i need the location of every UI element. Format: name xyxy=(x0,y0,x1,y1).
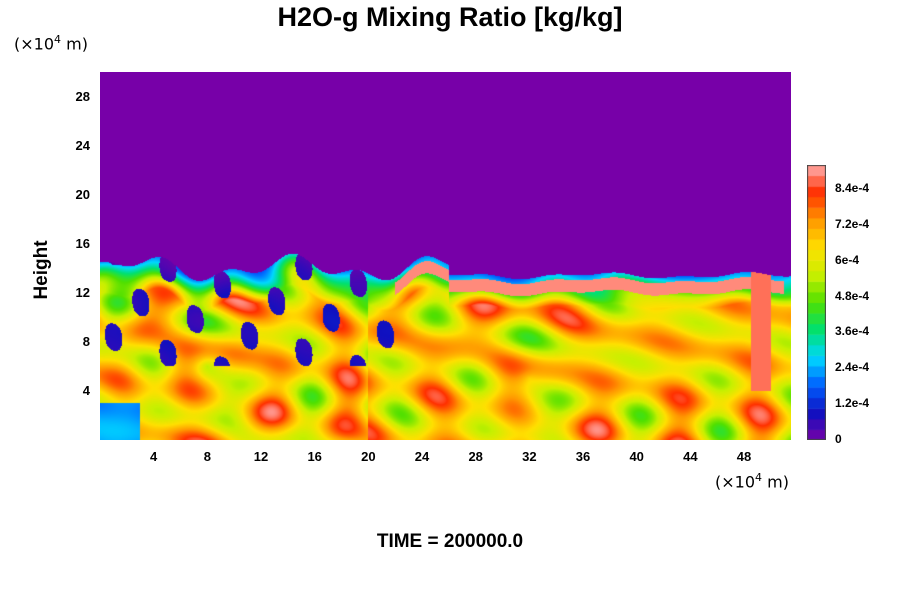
colorbar-tick-label: 2.4e-4 xyxy=(835,360,870,375)
x-axis-unit: (×104 m) xyxy=(715,471,789,492)
x-tick-label: 28 xyxy=(468,449,483,464)
x-tick-label: 8 xyxy=(203,449,211,464)
chart-title: H2O-g Mixing Ratio [kg/kg] xyxy=(277,2,623,32)
colorbar-tick-label: 6e-4 xyxy=(835,252,860,267)
y-tick-label: 16 xyxy=(75,235,90,251)
x-tick-label: 12 xyxy=(253,449,269,464)
x-tick-label: 48 xyxy=(736,449,752,464)
y-tick-label: 12 xyxy=(75,284,90,300)
x-tick-label: 24 xyxy=(414,449,430,464)
x-tick-label: 44 xyxy=(683,449,698,464)
colorbar-tick-label: 4.8e-4 xyxy=(835,288,870,303)
colorbar-tick-label: 8.4e-4 xyxy=(835,180,870,195)
colorbar-tick-label: 7.2e-4 xyxy=(835,216,870,231)
y-tick-label: 4 xyxy=(82,382,90,398)
y-tick-label: 24 xyxy=(75,137,90,153)
heatmap-plot-area xyxy=(100,72,791,440)
y-tick-label: 20 xyxy=(75,186,90,202)
x-tick-label: 16 xyxy=(307,449,322,464)
x-tick-label: 40 xyxy=(629,449,644,464)
x-tick-label: 36 xyxy=(575,449,591,464)
x-tick-label: 4 xyxy=(150,449,158,464)
y-axis-unit: (×104 m) xyxy=(14,33,88,54)
colorbar-tick-label: 0 xyxy=(835,432,842,446)
x-tick-label: 20 xyxy=(361,449,376,464)
y-tick-label: 8 xyxy=(82,333,90,349)
y-tick-label: 28 xyxy=(75,88,90,104)
x-tick-label: 32 xyxy=(522,449,537,464)
colorbar-tick-label: 3.6e-4 xyxy=(835,324,870,339)
colorbar-tick-label: 1.2e-4 xyxy=(835,396,870,411)
time-label: TIME = 200000.0 xyxy=(376,531,524,552)
colorbar xyxy=(807,165,826,440)
